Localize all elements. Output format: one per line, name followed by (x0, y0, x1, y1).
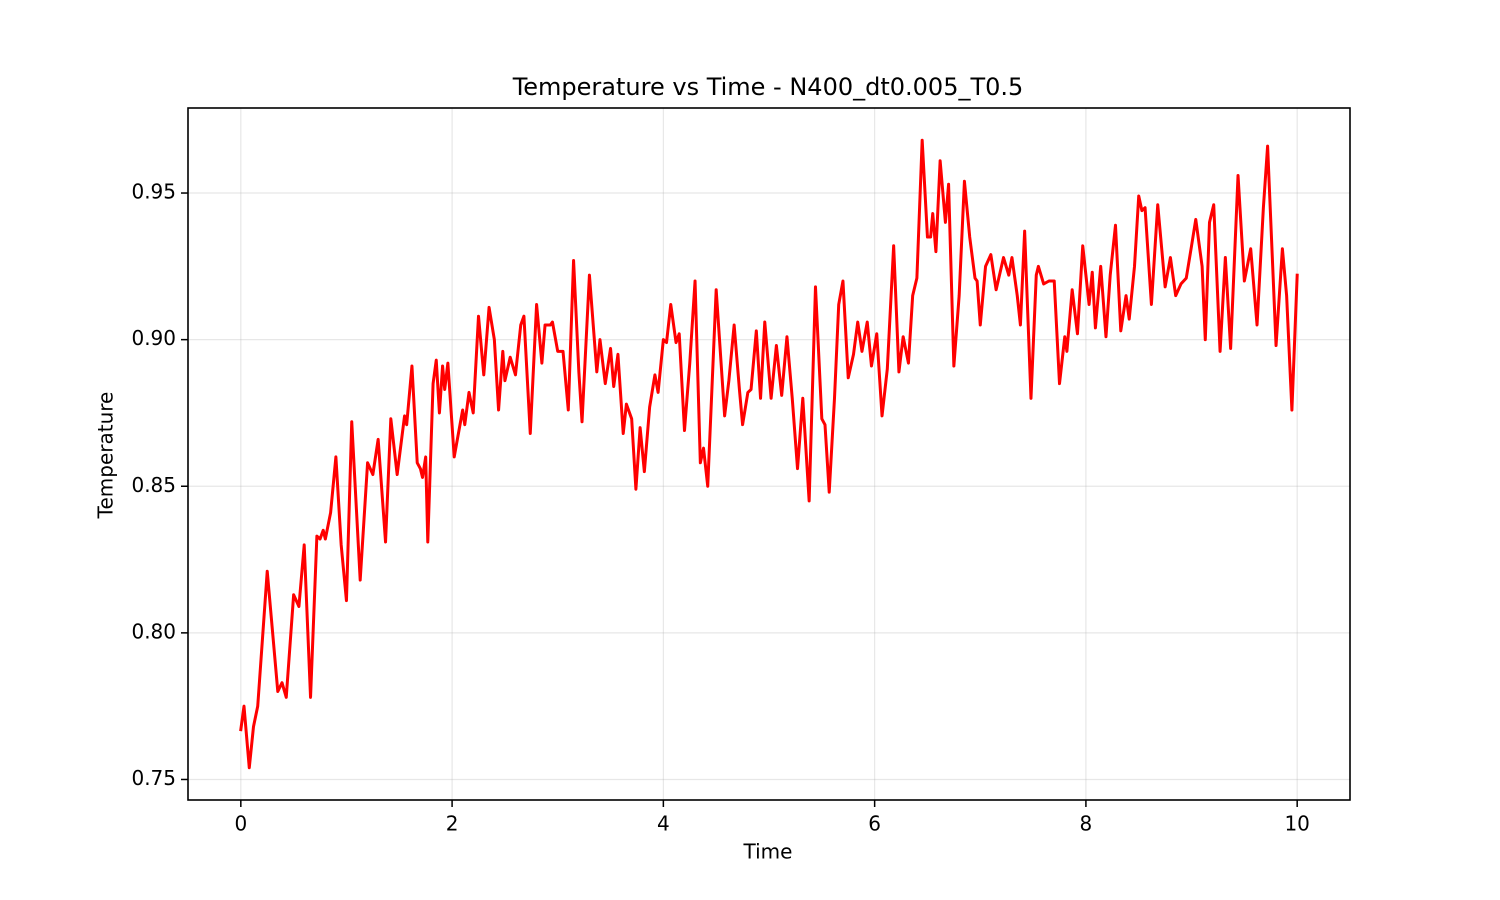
y-tick-label: 0.75 (131, 766, 176, 790)
y-tick-label: 0.95 (131, 180, 176, 204)
plot-frame (187, 107, 1351, 801)
y-tick-label: 0.80 (131, 619, 176, 643)
x-axis-label: Time (743, 840, 793, 864)
x-tick-label: 2 (446, 812, 459, 836)
x-tick-label: 8 (1080, 812, 1093, 836)
y-tick-label: 0.85 (131, 473, 176, 497)
data-line (239, 138, 1299, 770)
x-tick-label: 4 (657, 812, 670, 836)
y-tick-label: 0.90 (131, 326, 176, 350)
x-tick-label: 10 (1284, 812, 1309, 836)
chart-title: Temperature vs Time - N400_dt0.005_T0.5 (512, 73, 1024, 101)
x-tick-label: 6 (868, 812, 881, 836)
y-axis-label: Temperature (94, 392, 118, 520)
x-tick-label: 0 (234, 812, 247, 836)
